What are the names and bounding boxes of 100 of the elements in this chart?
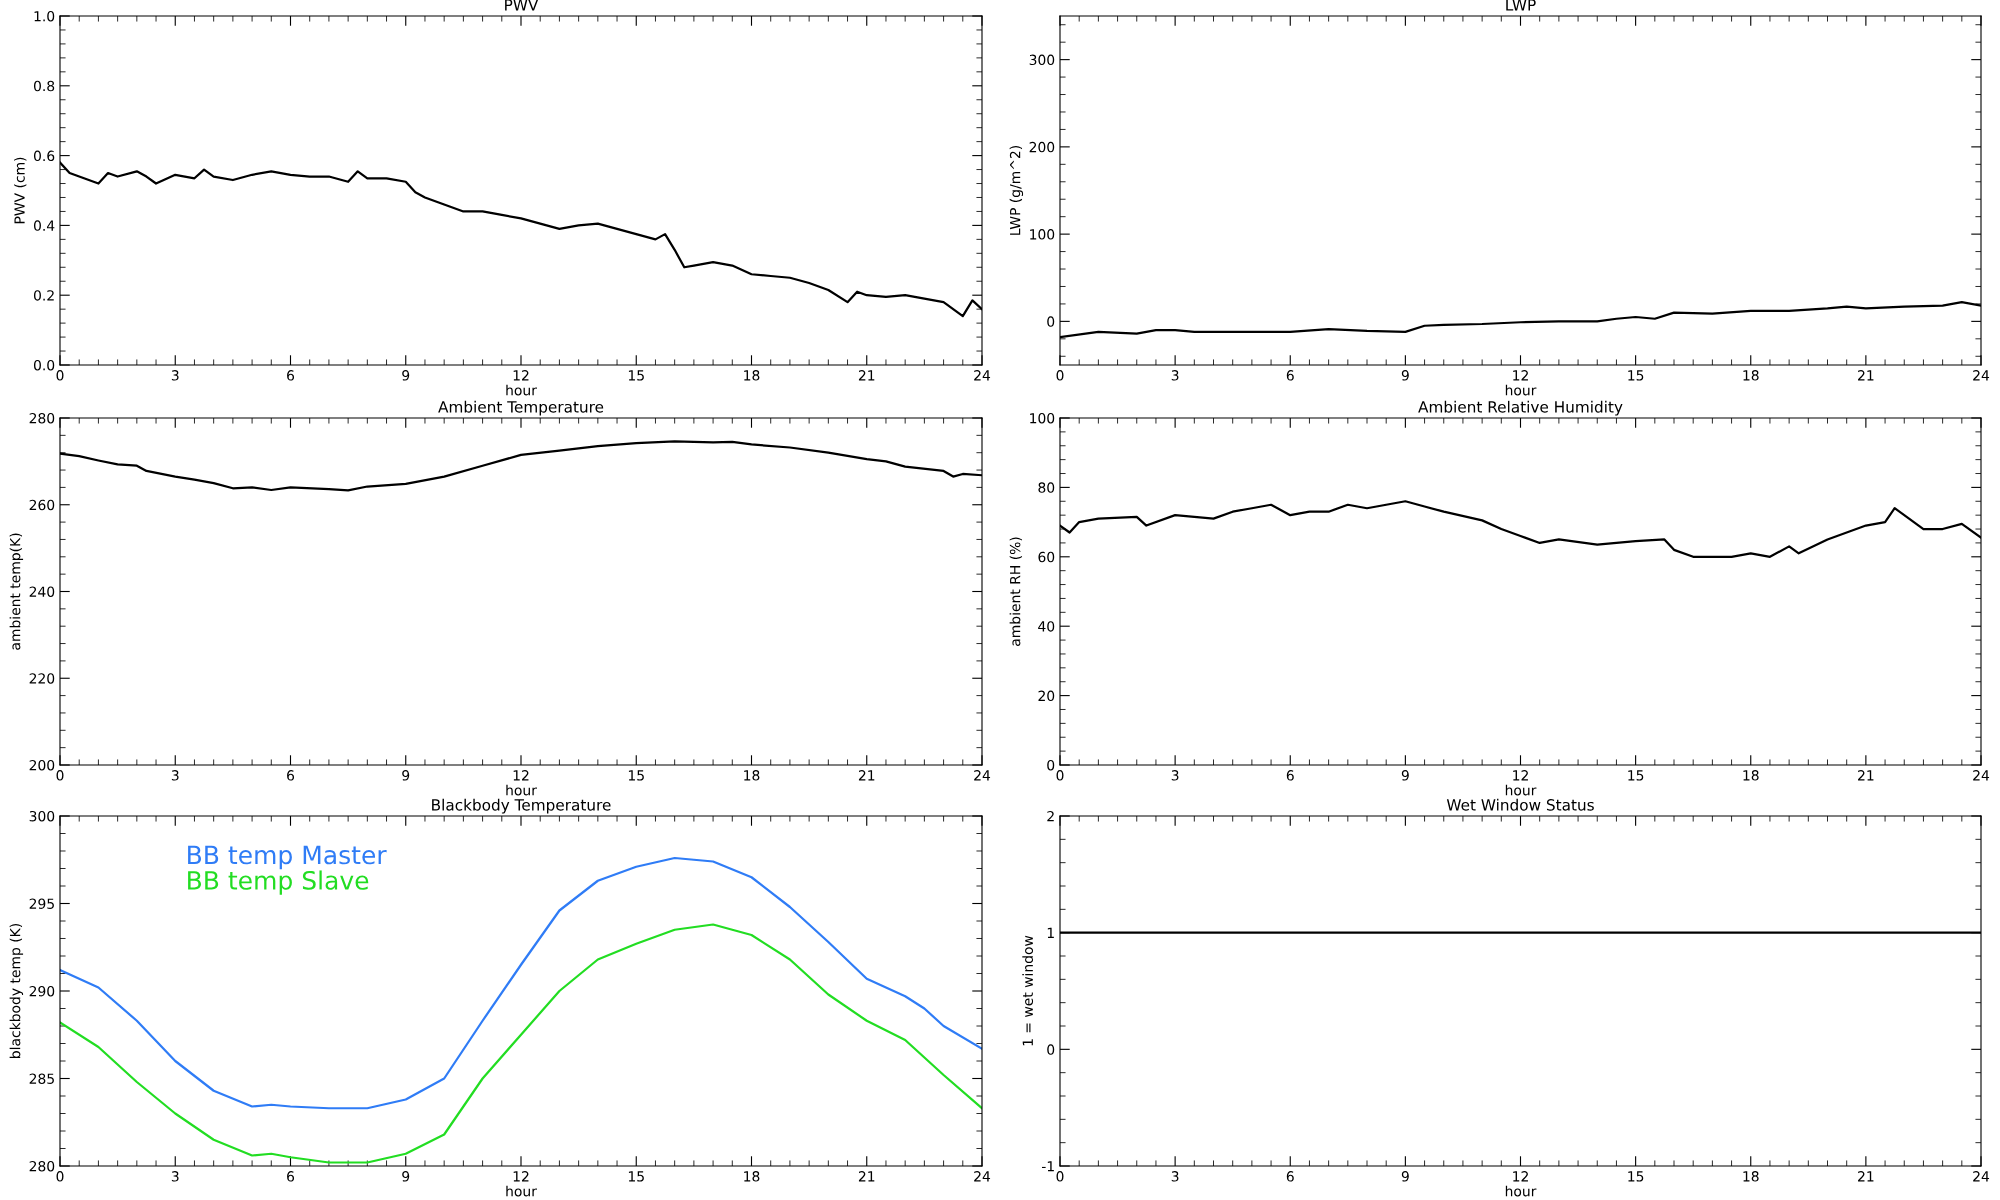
x-tick-label: 3 — [1171, 770, 1179, 781]
x-tick-label: 24 — [1973, 370, 1990, 381]
x-tick-label: 18 — [744, 370, 760, 381]
y-axis-title: blackbody temp (K) — [9, 924, 24, 1058]
x-tick-label: 3 — [171, 370, 179, 381]
x-tick-label: 6 — [287, 1171, 295, 1182]
x-tick-label: 12 — [513, 370, 529, 381]
x-axis-title: hour — [506, 784, 537, 796]
x-tick-label: 6 — [1286, 370, 1294, 381]
x-tick-label: 24 — [974, 370, 991, 381]
x-tick-label: 9 — [402, 370, 410, 381]
x-tick-label: 3 — [171, 770, 179, 781]
x-tick-label: 24 — [974, 770, 991, 781]
x-tick-label: 12 — [513, 770, 529, 781]
x-tick-label: 12 — [1513, 1171, 1528, 1182]
y-tick-label: 290 — [29, 985, 55, 997]
x-tick-label: 9 — [1401, 370, 1409, 381]
x-tick-label: 18 — [1743, 770, 1759, 781]
y-tick-label: 0.8 — [33, 80, 55, 92]
x-tick-label: 12 — [513, 1171, 529, 1182]
y-tick-label: 20 — [1038, 690, 1055, 702]
y-tick-label: 240 — [29, 586, 55, 597]
y-tick-label: 280 — [29, 412, 55, 424]
x-axis-title: hour — [1505, 384, 1537, 396]
text: BB temp Master — [188, 845, 387, 870]
x-tick-label: 0 — [1056, 1171, 1064, 1182]
y-axis-title: 1 = wet window — [1022, 935, 1034, 1046]
y-tick-label: 0 — [1047, 1044, 1055, 1055]
x-tick-label: 15 — [628, 1171, 644, 1182]
y-tick-label: 220 — [29, 673, 55, 684]
x-tick-label: 3 — [1171, 370, 1179, 381]
y-axis-title: ambient RH (%) — [1009, 537, 1023, 646]
x-tick-label: 9 — [1401, 770, 1409, 781]
x-tick-label: 21 — [1858, 770, 1874, 781]
y-axis-title: LWP (g/m^2) — [1009, 146, 1024, 235]
y-tick-label: 0.6 — [33, 150, 55, 162]
y-tick-label: -1 — [1041, 1161, 1054, 1172]
x-tick-label: 18 — [744, 1171, 760, 1182]
y-tick-label: 300 — [1029, 54, 1055, 66]
y-tick-label: 0 — [1047, 759, 1055, 771]
x-tick-label: 0 — [56, 1171, 64, 1182]
y-tick-label: 295 — [29, 898, 54, 909]
x-tick-label: 6 — [287, 370, 295, 381]
chart-title: LWP — [1506, 0, 1536, 11]
y-tick-label: 285 — [29, 1073, 54, 1084]
text: BB temp Slave — [188, 870, 369, 895]
x-tick-label: 24 — [1973, 770, 1990, 781]
x-tick-label: 21 — [858, 770, 875, 781]
x-tick-label: 15 — [1628, 370, 1644, 381]
x-tick-label: 21 — [1858, 370, 1874, 381]
x-tick-label: 21 — [858, 1171, 875, 1182]
x-tick-label: 9 — [402, 770, 410, 781]
y-tick-label: 0.4 — [33, 220, 55, 231]
chart-title: Ambient Temperature — [438, 400, 604, 416]
x-tick-label: 9 — [1401, 1171, 1409, 1182]
chart-title: Wet Window Status — [1446, 798, 1594, 811]
x-tick-label: 12 — [1513, 770, 1528, 781]
y-tick-label: 260 — [29, 499, 55, 511]
chart-title: PWV — [505, 0, 539, 11]
y-tick-label: 0 — [1047, 316, 1055, 327]
y-axis-title: ambient temp(K) — [9, 533, 24, 650]
y-tick-label: 60 — [1038, 551, 1055, 563]
x-tick-label: 15 — [628, 370, 644, 381]
y-tick-label: 200 — [1029, 141, 1055, 153]
x-tick-label: 18 — [1743, 370, 1759, 381]
y-tick-label: 80 — [1038, 482, 1055, 493]
y-tick-label: 1 — [1047, 927, 1054, 938]
x-axis-title: hour — [506, 1185, 537, 1197]
x-tick-label: 6 — [1286, 1171, 1294, 1182]
x-tick-label: 15 — [628, 770, 644, 781]
y-tick-label: 200 — [29, 759, 55, 771]
x-tick-label: 15 — [1628, 770, 1644, 781]
y-tick-label: 280 — [29, 1160, 55, 1172]
y-tick-label: 100 — [1030, 412, 1055, 424]
x-tick-label: 6 — [287, 770, 295, 781]
x-tick-label: 6 — [1286, 770, 1294, 781]
x-tick-label: 3 — [1171, 1171, 1179, 1182]
x-tick-label: 18 — [744, 770, 760, 781]
x-tick-label: 0 — [56, 770, 64, 781]
x-tick-label: 18 — [1743, 1171, 1759, 1182]
x-axis-title: hour — [1505, 1185, 1537, 1197]
x-tick-label: 21 — [858, 370, 875, 381]
x-tick-label: 0 — [1056, 370, 1064, 381]
x-tick-label: 3 — [171, 1171, 179, 1182]
x-tick-label: 21 — [1858, 1171, 1874, 1182]
y-tick-label: 1.0 — [34, 10, 55, 22]
x-tick-label: 24 — [1973, 1171, 1990, 1182]
chart-title: Blackbody Temperature — [432, 798, 611, 814]
x-tick-label: 0 — [1056, 770, 1064, 781]
y-axis-title: PWV (cm) — [14, 157, 27, 224]
y-tick-label: 100 — [1030, 229, 1055, 240]
chart-title: Ambient Relative Humidity — [1418, 400, 1623, 416]
y-tick-label: 2 — [1047, 810, 1054, 822]
y-tick-label: 40 — [1038, 621, 1055, 632]
x-tick-label: 0 — [56, 370, 64, 381]
y-tick-label: 300 — [29, 810, 55, 822]
x-axis-title: hour — [1505, 784, 1537, 796]
x-tick-label: 12 — [1513, 370, 1528, 381]
x-tick-label: 24 — [974, 1171, 991, 1182]
y-tick-label: 0.2 — [33, 290, 54, 301]
